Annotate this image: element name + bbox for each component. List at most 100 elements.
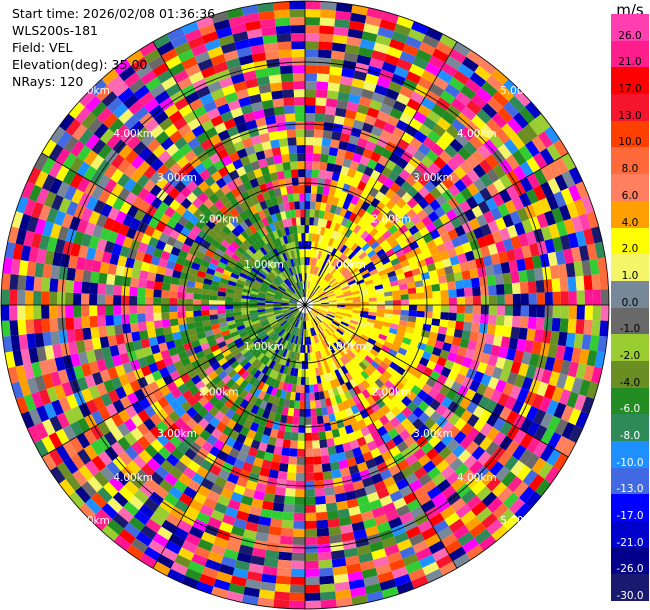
velocity-cell — [26, 377, 39, 394]
velocity-cell — [177, 215, 189, 227]
velocity-cell — [269, 378, 277, 388]
velocity-cell — [237, 258, 247, 266]
velocity-cell — [301, 368, 305, 377]
velocity-cell — [184, 568, 202, 582]
velocity-cell — [320, 322, 327, 330]
velocity-cell — [294, 504, 305, 513]
velocity-cell — [267, 316, 276, 322]
velocity-cell — [312, 448, 321, 457]
velocity-cell — [326, 438, 335, 448]
velocity-cell — [423, 405, 436, 418]
velocity-cell — [367, 352, 377, 361]
velocity-cell — [305, 456, 314, 465]
velocity-cell — [240, 347, 249, 356]
velocity-cell — [124, 191, 138, 205]
velocity-cell — [404, 350, 415, 360]
velocity-cell — [445, 389, 458, 401]
velocity-cell — [368, 301, 377, 305]
velocity-cell — [258, 589, 275, 600]
velocity-cell — [218, 321, 228, 328]
velocity-cell — [218, 286, 227, 293]
velocity-cell — [356, 495, 370, 506]
velocity-cell — [423, 394, 435, 406]
velocity-cell — [221, 514, 236, 526]
velocity-cell — [119, 245, 130, 258]
velocity-cell — [178, 350, 189, 361]
velocity-cell — [384, 305, 393, 310]
velocity-cell — [282, 281, 289, 288]
velocity-cell — [403, 435, 416, 448]
velocity-cell — [257, 305, 266, 308]
velocity-cell — [49, 415, 63, 433]
velocity-cell — [313, 137, 323, 146]
velocity-cell — [455, 280, 465, 290]
velocity-cell — [353, 411, 364, 422]
velocity-cell — [423, 285, 433, 293]
velocity-cell — [476, 383, 488, 396]
velocity-cell — [510, 326, 520, 339]
velocity-cell — [17, 289, 26, 305]
velocity-cell — [339, 356, 348, 366]
velocity-cell — [390, 344, 400, 353]
velocity-cell — [440, 305, 449, 313]
velocity-cell — [96, 487, 113, 503]
velocity-cell — [474, 465, 490, 481]
velocity-cell — [211, 323, 220, 330]
velocity-cell — [2, 257, 13, 275]
velocity-cell — [307, 312, 310, 321]
radar-velocity-ppi: 1.00km2.00km3.00km4.00km5.00km1.00km2.00… — [0, 0, 610, 610]
velocity-cell — [1, 320, 11, 337]
velocity-cell — [417, 519, 433, 534]
velocity-cell — [592, 305, 601, 321]
velocity-cell — [178, 492, 193, 506]
velocity-cell — [169, 290, 178, 299]
velocity-cell — [101, 91, 118, 107]
velocity-cell — [198, 203, 209, 214]
velocity-cell — [186, 322, 196, 330]
velocity-cell — [350, 335, 359, 343]
velocity-cell — [356, 461, 369, 473]
velocity-cell — [159, 213, 171, 225]
velocity-cell — [284, 105, 295, 115]
velocity-cell — [516, 388, 530, 403]
velocity-cell — [194, 365, 205, 375]
colorbar-bin: 6.0 — [611, 174, 649, 202]
velocity-cell — [503, 492, 519, 509]
velocity-cell — [305, 57, 318, 66]
velocity-cell — [263, 451, 274, 462]
velocity-cell — [273, 494, 285, 504]
velocity-cell — [323, 478, 334, 488]
velocity-cell — [312, 352, 317, 361]
velocity-cell — [190, 374, 202, 385]
velocity-cell — [274, 293, 283, 298]
velocity-cell — [310, 400, 316, 409]
velocity-cell — [241, 461, 254, 473]
velocity-cell — [275, 276, 283, 284]
velocity-cell — [448, 312, 457, 321]
velocity-cell — [436, 333, 446, 343]
velocity-cell — [290, 391, 296, 401]
velocity-cell — [226, 261, 236, 269]
velocity-cell — [311, 424, 319, 433]
velocity-cell — [142, 346, 153, 357]
velocity-cell — [165, 513, 181, 527]
velocity-cell — [335, 589, 352, 600]
velocity-cell — [347, 397, 356, 408]
velocity-cell — [225, 305, 234, 310]
velocity-cell — [305, 41, 319, 50]
velocity-cell — [295, 392, 301, 401]
velocity-cell — [583, 364, 595, 382]
velocity-cell — [305, 129, 315, 138]
velocity-cell — [375, 398, 386, 409]
velocity-colorbar: m/s 26.0 21.0 17.0 13.0 10.0 8.0 6.0 4.0 2.0 1.0 0… — [610, 0, 650, 610]
velocity-cell — [269, 319, 278, 325]
velocity-cell — [185, 316, 195, 324]
velocity-cell — [91, 410, 105, 425]
velocity-cell — [287, 315, 294, 322]
velocity-cell — [226, 284, 236, 290]
velocity-cell — [315, 503, 327, 513]
velocity-cell — [428, 435, 441, 448]
velocity-cell — [34, 439, 49, 457]
velocity-cell — [429, 353, 440, 364]
velocity-cell — [131, 538, 149, 554]
